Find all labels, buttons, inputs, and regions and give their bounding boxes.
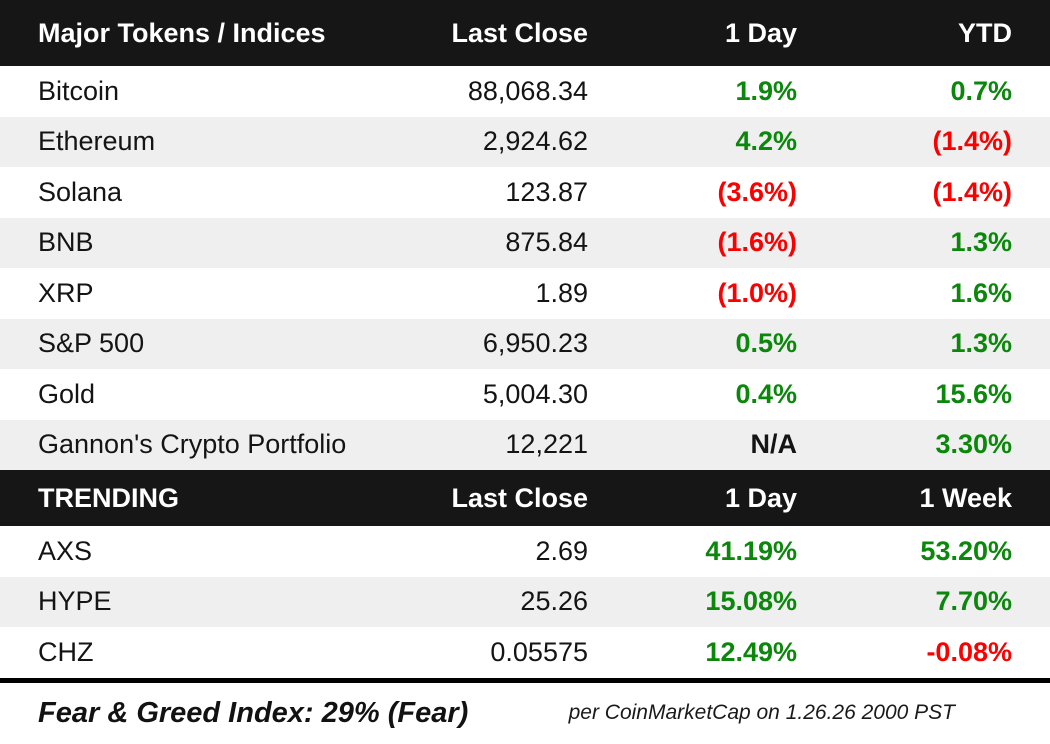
table-row-xrp: XRP 1.89 (1.0%) 1.6%	[0, 268, 1050, 319]
ytd-change: 1.3%	[950, 227, 1012, 258]
last-close-value: 12,221	[505, 429, 588, 460]
table-row-chz: CHZ 0.05575 12.49% -0.08%	[0, 627, 1050, 678]
ytd-change: 0.7%	[950, 75, 1012, 106]
asset-name: CHZ	[38, 636, 94, 667]
asset-name: Bitcoin	[38, 75, 120, 106]
one-week-change: -0.08%	[926, 636, 1012, 667]
one-day-change: 41.19%	[705, 535, 797, 566]
last-close-value: 1.89	[535, 277, 588, 308]
one-day-change: 1.9%	[735, 75, 797, 106]
ytd-change: 1.3%	[950, 328, 1012, 359]
footer: Fear & Greed Index: 29% (Fear) per CoinM…	[0, 683, 1050, 744]
trending-header-row: TRENDING Last Close 1 Day 1 Week	[0, 470, 1050, 526]
table-row-bitcoin: Bitcoin 88,068.34 1.9% 0.7%	[0, 66, 1050, 117]
table-row-sp500: S&P 500 6,950.23 0.5% 1.3%	[0, 318, 1050, 369]
ytd-change: (1.4%)	[932, 176, 1012, 207]
major-tokens-header: Major Tokens / Indices	[38, 17, 326, 48]
table-row-bnb: BNB 875.84 (1.6%) 1.3%	[0, 217, 1050, 268]
trending-table: TRENDING Last Close 1 Day 1 Week AXS 2.6…	[0, 470, 1050, 678]
asset-name: Gold	[38, 378, 96, 409]
one-day-change: (3.6%)	[717, 176, 797, 207]
one-day-header: 1 Day	[724, 482, 797, 513]
one-day-change: N/A	[750, 429, 798, 460]
table-row-solana: Solana 123.87 (3.6%) (1.4%)	[0, 167, 1050, 218]
asset-name: BNB	[38, 227, 94, 258]
last-close-value: 123.87	[505, 176, 588, 207]
table-row-hype: HYPE 25.26 15.08% 7.70%	[0, 576, 1050, 627]
one-day-change: 0.4%	[735, 378, 797, 409]
fear-greed-index: Fear & Greed Index: 29% (Fear)	[38, 696, 469, 729]
asset-name: S&P 500	[38, 328, 145, 359]
table-row-gannons-portfolio: Gannon's Crypto Portfolio 12,221 N/A 3.3…	[0, 419, 1050, 470]
last-close-value: 88,068.34	[467, 75, 588, 106]
asset-name: AXS	[38, 535, 93, 566]
last-close-value: 0.05575	[490, 636, 588, 667]
ytd-change: 15.6%	[935, 378, 1012, 409]
ytd-change: 1.6%	[950, 277, 1012, 308]
asset-name: XRP	[38, 277, 94, 308]
asset-name: Solana	[38, 176, 123, 207]
asset-name: HYPE	[38, 586, 112, 617]
one-day-change: 4.2%	[735, 126, 797, 157]
last-close-header: Last Close	[451, 17, 588, 48]
one-week-header: 1 Week	[919, 482, 1012, 513]
ytd-change: (1.4%)	[932, 126, 1012, 157]
one-week-change: 53.20%	[920, 535, 1012, 566]
one-day-change: 12.49%	[705, 636, 797, 667]
one-day-change: 15.08%	[705, 586, 797, 617]
last-close-header: Last Close	[451, 482, 588, 513]
ytd-change: 3.30%	[935, 429, 1012, 460]
asset-name: Gannon's Crypto Portfolio	[38, 429, 347, 460]
ytd-header: YTD	[958, 17, 1012, 48]
major-tokens-table: Major Tokens / Indices Last Close 1 Day …	[0, 0, 1050, 470]
last-close-value: 5,004.30	[482, 378, 588, 409]
last-close-value: 25.26	[520, 586, 588, 617]
last-close-value: 2,924.62	[482, 126, 588, 157]
last-close-value: 875.84	[505, 227, 588, 258]
major-tokens-header-row: Major Tokens / Indices Last Close 1 Day …	[0, 0, 1050, 66]
last-close-value: 2.69	[535, 535, 588, 566]
table-row-ethereum: Ethereum 2,924.62 4.2% (1.4%)	[0, 116, 1050, 167]
trending-header: TRENDING	[38, 482, 179, 513]
footer-divider	[0, 677, 1050, 683]
last-close-value: 6,950.23	[482, 328, 588, 359]
data-attribution: per CoinMarketCap on 1.26.26 2000 PST	[568, 701, 955, 724]
one-day-header: 1 Day	[724, 17, 797, 48]
one-day-change: 0.5%	[735, 328, 797, 359]
table-row-axs: AXS 2.69 41.19% 53.20%	[0, 526, 1050, 577]
one-week-change: 7.70%	[935, 586, 1012, 617]
one-day-change: (1.6%)	[717, 227, 797, 258]
one-day-change: (1.0%)	[717, 277, 797, 308]
table-row-gold: Gold 5,004.30 0.4% 15.6%	[0, 369, 1050, 420]
asset-name: Ethereum	[38, 126, 156, 157]
